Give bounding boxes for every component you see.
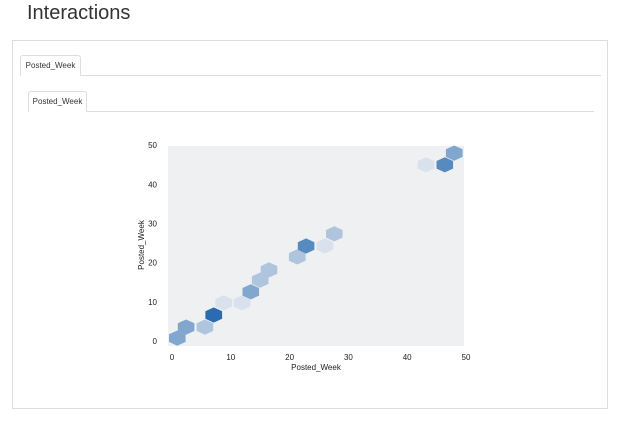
- y-axis-label: Posted_Week: [137, 219, 146, 270]
- hex-bin: [205, 307, 223, 323]
- x-tick-label: 0: [170, 353, 175, 362]
- y-tick-label: 50: [148, 141, 157, 150]
- hex-bin: [297, 238, 315, 254]
- hex-bin: [196, 319, 214, 335]
- x-tick-label: 50: [462, 353, 471, 362]
- hex-bin: [177, 319, 195, 335]
- hex-bin: [242, 284, 260, 300]
- hex-bin: [316, 238, 334, 254]
- tab[interactable]: Posted_Week: [28, 91, 87, 112]
- x-tick-label: 40: [403, 353, 412, 362]
- hex-bin: [417, 157, 435, 173]
- y-tick-label: 30: [148, 220, 157, 229]
- hex-bin: [215, 295, 233, 311]
- hex-bin: [233, 295, 251, 311]
- tab[interactable]: Posted_Week: [20, 55, 81, 76]
- y-tick-label: 40: [148, 180, 157, 189]
- hex-bin: [445, 145, 463, 161]
- tab-line: [20, 75, 601, 76]
- panel: [12, 40, 608, 409]
- page-title: Interactions: [27, 2, 131, 24]
- y-tick-label: 10: [148, 298, 157, 307]
- y-tick-label: 0: [153, 337, 158, 346]
- hex-bin: [436, 157, 454, 173]
- x-tick-label: 10: [226, 353, 235, 362]
- hex-bin: [169, 330, 186, 346]
- tab-line: [28, 111, 594, 112]
- x-axis-label: Posted_Week: [291, 363, 342, 372]
- hex-bin: [326, 226, 343, 242]
- hex-bin: [288, 249, 306, 265]
- hex-bin: [251, 272, 269, 288]
- x-tick-label: 20: [285, 353, 294, 362]
- hex-bin: [260, 262, 278, 278]
- y-tick-label: 20: [148, 259, 157, 268]
- x-tick-label: 30: [344, 353, 353, 362]
